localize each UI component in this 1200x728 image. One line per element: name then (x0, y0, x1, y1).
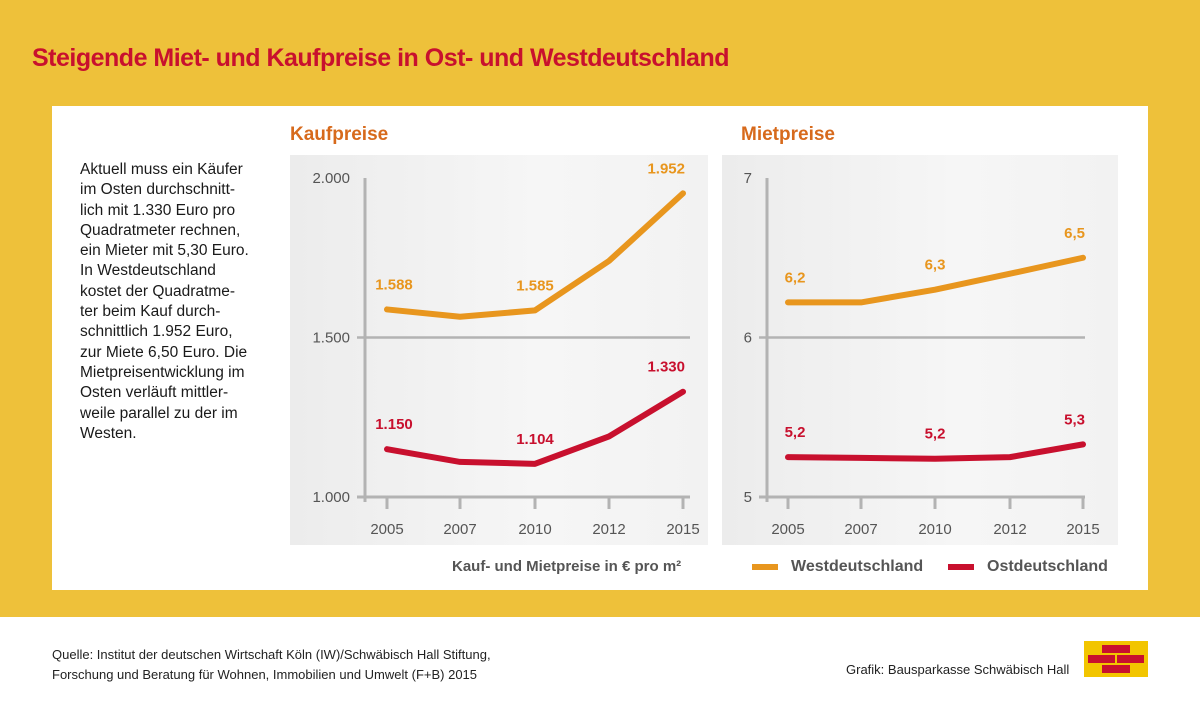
logo-brick (1102, 645, 1130, 653)
y-tick-label: 1.500 (312, 330, 350, 347)
legend-item-west: Westdeutschland (752, 558, 923, 576)
data-label: 6,3 (925, 257, 946, 274)
chart-title-kaufpreise: Kaufpreise (290, 124, 389, 145)
y-tick-label: 6 (744, 330, 752, 347)
y-tick-label: 2.000 (312, 170, 350, 187)
intro-line: Osten verläuft mittler- (80, 384, 229, 402)
intro-line: kostet der Quadratme- (80, 282, 236, 300)
intro-text: Aktuell muss ein Käufer im Osten durchsch… (80, 160, 290, 444)
x-tick-label: 2007 (844, 521, 877, 538)
data-label: 5,2 (925, 426, 946, 443)
y-tick-label: 7 (744, 170, 752, 187)
intro-line: Aktuell muss ein Käufer (80, 161, 243, 178)
x-tick-label: 2005 (370, 521, 403, 538)
legend-label-west: Westdeutschland (791, 558, 924, 575)
data-label: 1.952 (647, 160, 685, 177)
legend-swatch-west (752, 564, 778, 570)
data-label: 1.330 (647, 359, 685, 376)
legend-item-ost: Ostdeutschland (948, 558, 1108, 576)
mietpreise-chart-area (722, 155, 1118, 545)
series-line-west (384, 190, 686, 320)
x-tick-label: 2015 (666, 521, 699, 538)
intro-line: ter beim Kauf durch- (80, 303, 221, 321)
logo-brick (1088, 655, 1115, 663)
x-tick-label: 2010 (918, 521, 951, 538)
intro-line: im Osten durchschnitt- (80, 181, 236, 199)
data-label: 5,3 (1064, 411, 1085, 428)
x-tick-label: 2007 (443, 521, 476, 538)
data-label: 1.588 (375, 276, 413, 293)
intro-line: Westen. (80, 424, 137, 442)
series-line-ost (384, 388, 686, 467)
logo-brick (1102, 665, 1130, 673)
intro-line: ein Mieter mit 5,30 Euro. (80, 242, 249, 260)
source-line: Quelle: Institut der deutschen Wirtschaf… (52, 647, 491, 662)
data-label: 6,5 (1064, 225, 1085, 242)
graphic-credit: Grafik: Bausparkasse Schwäbisch Hall (846, 662, 1070, 677)
source-line: Forschung und Beratung für Wohnen, Immob… (52, 667, 478, 682)
series-line-ost (785, 441, 1086, 462)
data-label: 6,2 (785, 269, 806, 286)
page-title: Steigende Miet- und Kaufpreise in Ost- u… (32, 44, 730, 72)
x-tick-label: 2012 (592, 521, 625, 538)
intro-line: zur Miete 6,50 Euro. Die (80, 343, 248, 361)
intro-line: Mietpreisentwicklung im (80, 363, 245, 381)
x-tick-label: 2010 (518, 521, 551, 538)
kaufpreise-chart-area (290, 155, 708, 545)
legend-swatch-ost (948, 564, 974, 570)
legend-unit-label: Kauf- und Mietpreise in € pro m² (452, 558, 682, 575)
data-label: 1.104 (516, 431, 554, 448)
bausparkasse-logo-icon (1084, 641, 1148, 677)
x-tick-label: 2005 (771, 521, 804, 538)
y-tick-label: 1.000 (312, 489, 350, 506)
y-tick-label: 5 (744, 489, 752, 506)
logo-brick (1117, 655, 1144, 663)
x-tick-label: 2012 (993, 521, 1026, 538)
data-label: 1.585 (516, 277, 554, 294)
data-label: 5,2 (785, 424, 806, 441)
intro-line: In Westdeutschland (80, 262, 216, 280)
x-tick-label: 2015 (1066, 521, 1099, 538)
data-label: 1.150 (375, 416, 413, 433)
legend-label-ost: Ostdeutschland (987, 558, 1108, 575)
chart-title-mietpreise: Mietpreise (741, 124, 835, 145)
intro-line: schnittlich 1.952 Euro, (80, 323, 233, 341)
source-note: Quelle: Institut der deutschen Wirtschaf… (52, 645, 491, 685)
intro-line: Quadratmeter rechnen, (80, 221, 241, 239)
intro-line: lich mit 1.330 Euro pro (80, 201, 236, 219)
intro-line: weile parallel zu der im (80, 404, 238, 422)
series-line-west (785, 254, 1086, 306)
